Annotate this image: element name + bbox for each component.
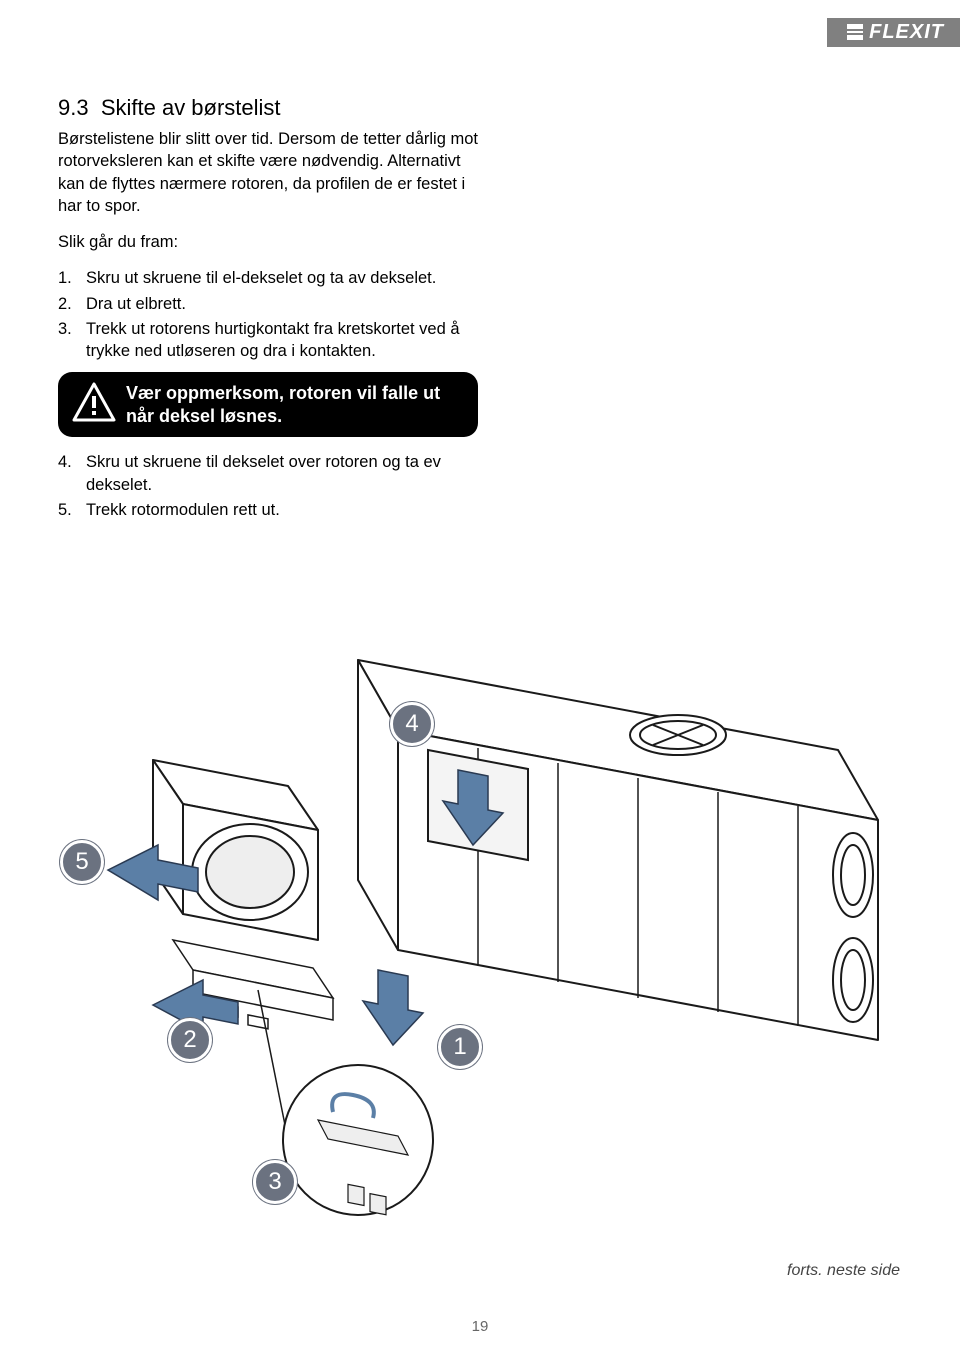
step-1: 1.Skru ut skruene til el-dekselet og ta …: [58, 267, 488, 289]
callout-1: 1: [438, 1025, 482, 1069]
step-5: 5.Trekk rotormodulen rett ut.: [58, 499, 488, 521]
brand-text: FLEXIT: [869, 21, 944, 44]
step-3: 3.Trekk ut rotorens hurtigkontakt fra kr…: [58, 318, 488, 363]
body-text: Børstelistene blir slitt over tid. Derso…: [58, 128, 488, 524]
brand-logo: FLEXIT: [827, 18, 960, 47]
callout-3: 3: [253, 1160, 297, 1204]
heading-number: 9.3: [58, 95, 89, 120]
header-bar: FLEXIT: [827, 18, 960, 46]
steps-list-1: 1.Skru ut skruene til el-dekselet og ta …: [58, 267, 488, 362]
steps-list-2: 4.Skru ut skruene til dekselet over roto…: [58, 451, 488, 521]
warning-text: Vær oppmerksom, rotoren vil falle ut når…: [126, 383, 440, 426]
page-number: 19: [472, 1318, 489, 1335]
callout-2: 2: [168, 1018, 212, 1062]
intro-paragraph-2: Slik går du fram:: [58, 231, 488, 253]
warning-box: Vær oppmerksom, rotoren vil falle ut når…: [58, 372, 478, 437]
intro-paragraph-1: Børstelistene blir slitt over tid. Derso…: [58, 128, 488, 217]
warning-icon: [72, 382, 116, 422]
section-heading: 9.3 Skifte av børstelist: [58, 95, 281, 121]
unit-diagram: [58, 620, 902, 1220]
brand-icon: [847, 24, 863, 40]
callout-5: 5: [60, 840, 104, 884]
callout-4: 4: [390, 702, 434, 746]
diagram-area: 4 5 2 1 3: [58, 620, 902, 1220]
step-4: 4.Skru ut skruene til dekselet over roto…: [58, 451, 488, 496]
heading-title: Skifte av børstelist: [101, 95, 281, 120]
footer-note: forts. neste side: [787, 1262, 900, 1280]
step-2: 2.Dra ut elbrett.: [58, 293, 488, 315]
